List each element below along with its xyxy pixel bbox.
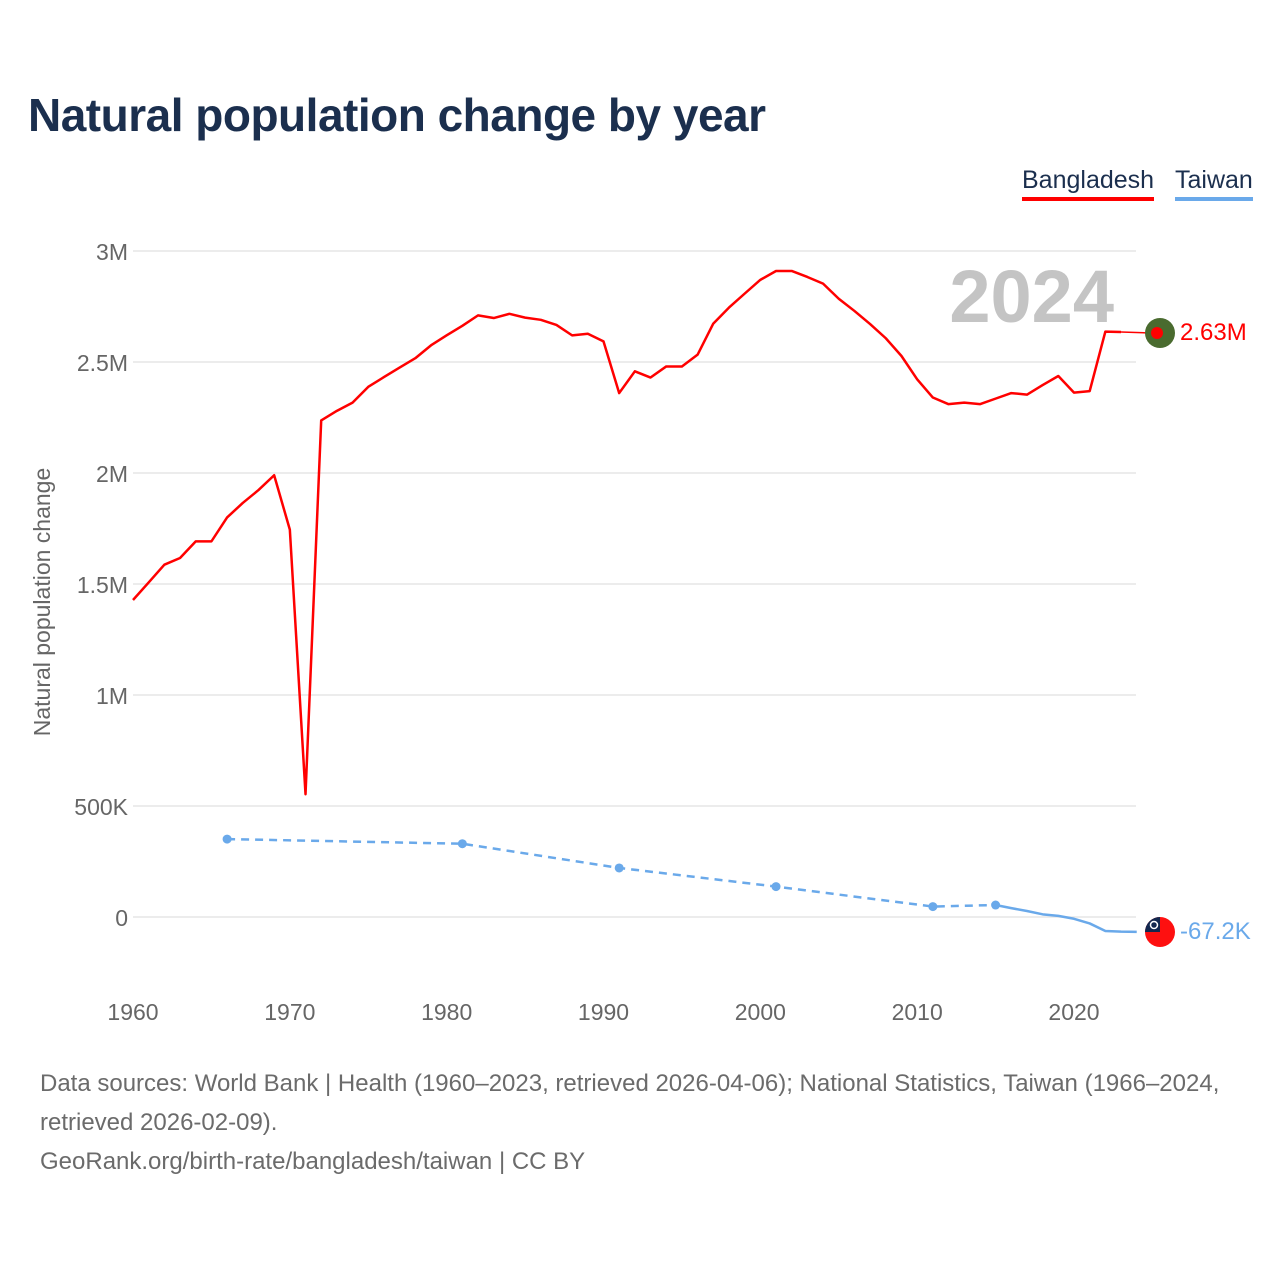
year-watermark: 2024 [949, 255, 1114, 338]
data-point-taiwan [991, 900, 1001, 910]
x-tick-label: 2010 [892, 999, 943, 1025]
chart-title: Natural population change by year [28, 89, 766, 141]
legend-bangladesh[interactable]: Bangladesh [1022, 166, 1155, 201]
y-tick-label: 3M [96, 239, 128, 265]
y-axis-label: Natural population change [29, 468, 55, 737]
x-tick-label: 1990 [578, 999, 629, 1025]
x-tick-label: 2000 [735, 999, 786, 1025]
data-point-taiwan [457, 839, 467, 849]
data-point-taiwan [771, 882, 781, 892]
end-label-bangladesh: 2.63M [1180, 319, 1247, 346]
y-tick-label: 2.5M [77, 350, 128, 376]
series-line-taiwan-dashed [227, 837, 996, 908]
y-tick-label: 0 [115, 905, 128, 931]
data-sources: Data sources: World Bank | Health (1960–… [40, 1070, 1220, 1136]
x-tick-label: 1960 [107, 999, 158, 1025]
y-tick-label: 500K [74, 794, 128, 820]
data-point-taiwan [222, 834, 232, 844]
bangladesh-flag-disc [1151, 327, 1163, 339]
legend-taiwan[interactable]: Taiwan [1175, 166, 1253, 201]
series-line-bangladesh [132, 269, 1122, 796]
end-label-taiwan: -67.2K [1180, 918, 1251, 945]
x-tick-label: 2020 [1048, 999, 1099, 1025]
x-tick-label: 1980 [421, 999, 472, 1025]
y-tick-label: 1.5M [77, 572, 128, 598]
source-link[interactable]: GeoRank.org/birth-rate/bangladesh/taiwan… [40, 1148, 586, 1175]
x-tick-label: 1970 [264, 999, 315, 1025]
data-point-taiwan [928, 902, 938, 912]
taiwan-sun-icon [1149, 920, 1159, 930]
y-tick-label: 2M [96, 461, 128, 487]
y-tick-label: 1M [96, 683, 128, 709]
data-point-taiwan [614, 863, 624, 873]
series-line-taiwan [995, 903, 1137, 934]
